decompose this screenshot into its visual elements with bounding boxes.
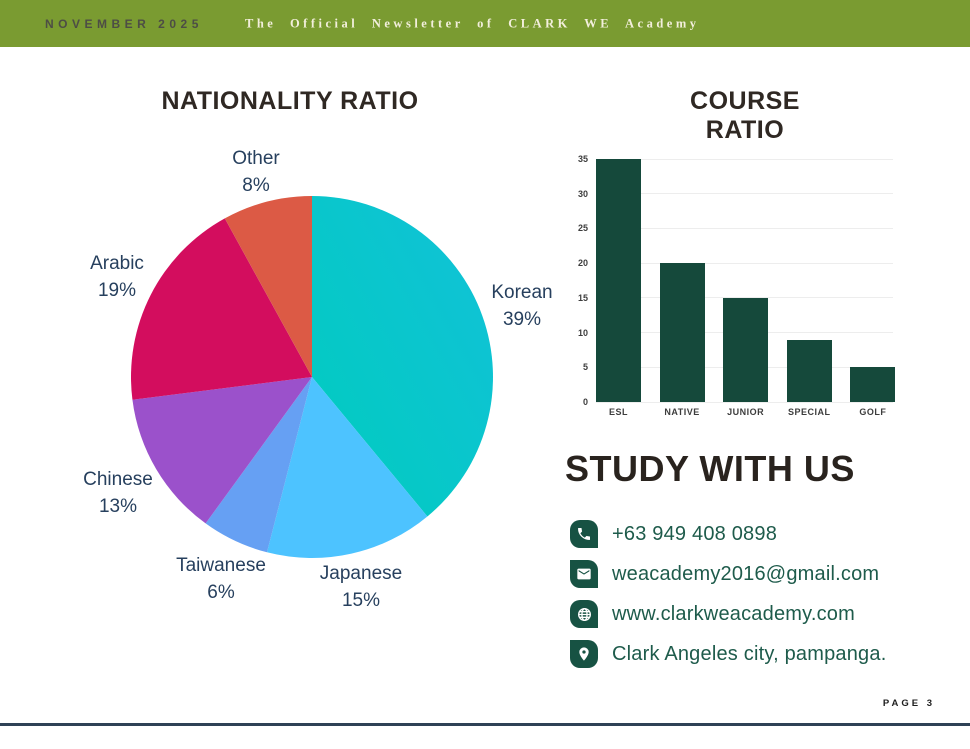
issue-date: NOVEMBER 2025 [45, 16, 203, 31]
nationality-pie-chart [131, 196, 493, 558]
contact-list: +63 949 408 0898 weacademy2016@gmail.com… [570, 520, 886, 680]
contact-row-phone[interactable]: +63 949 408 0898 [570, 520, 886, 548]
y-tick-label-10: 10 [577, 327, 588, 338]
page-number: PAGE 3 [882, 698, 935, 709]
study-heading: STUDY WITH US [565, 448, 855, 489]
gridline-y-25 [596, 227, 893, 229]
contact-website-text: www.clarkweacademy.com [612, 602, 855, 625]
newsletter-title: The Official Newsletter of CLARK WE Acad… [245, 16, 700, 30]
header-bar: NOVEMBER 2025 The Official Newsletter of… [0, 0, 970, 47]
nationality-chart-title: NATIONALITY RATIO [161, 87, 419, 115]
gridline-y-35 [596, 158, 893, 160]
contact-row-email[interactable]: weacademy2016@gmail.com [570, 560, 886, 588]
phone-icon [570, 520, 598, 548]
course-bar-chart: 0 5 10 15 20 25 30 35 ESL NATIVE JUNIOR SPECIAL GOLF [578, 154, 896, 417]
bar-special [786, 339, 832, 402]
pie-slice-label-other: Other 8% [232, 148, 280, 196]
y-tick-label-20: 20 [577, 258, 588, 269]
y-tick-label-5: 5 [582, 362, 588, 373]
gridline-y-0 [596, 401, 893, 403]
pie-slice-label-taiwanese: Taiwanese 6% [176, 555, 266, 603]
x-category-label-native: NATIVE [664, 407, 700, 417]
pie-slice-label-arabic: Arabic 19% [90, 253, 144, 301]
bar-golf [850, 367, 896, 402]
x-category-label-golf: GOLF [859, 407, 887, 417]
y-tick-label-15: 15 [577, 292, 588, 303]
x-category-label-esl: ESL [608, 407, 629, 417]
pie-slice-other [224, 196, 312, 377]
pie-slice-taiwanese [205, 377, 312, 553]
y-tick-label-0: 0 [582, 397, 588, 407]
x-category-label-junior: JUNIOR [727, 407, 765, 417]
footer-divider [0, 723, 970, 726]
pie-slice-japanese [266, 377, 428, 558]
globe-icon [570, 600, 598, 628]
x-category-label-special: SPECIAL [788, 407, 831, 417]
gridline-y-30 [596, 193, 893, 195]
bar-junior [723, 297, 769, 402]
email-icon [570, 560, 598, 588]
course-chart-title: COURSE RATIO [690, 87, 800, 144]
y-tick-label-30: 30 [577, 188, 588, 199]
contact-email-text: weacademy2016@gmail.com [612, 562, 880, 585]
pie-slice-chinese [132, 377, 312, 524]
y-tick-label-25: 25 [577, 223, 588, 234]
y-tick-label-35: 35 [577, 154, 588, 164]
contact-location-text: Clark Angeles city, pampanga. [612, 642, 887, 665]
gridline-y-20 [596, 262, 893, 264]
bar-native [659, 263, 705, 402]
pie-slice-arabic [131, 218, 312, 400]
contact-phone-text: +63 949 408 0898 [612, 522, 778, 545]
gridline-y-15 [596, 297, 893, 299]
pie-slice-label-korean: Korean 39% [491, 282, 553, 330]
bar-esl [596, 159, 641, 402]
location-pin-icon [570, 640, 598, 668]
pie-slice-label-chinese: Chinese 13% [83, 469, 153, 517]
contact-row-location[interactable]: Clark Angeles city, pampanga. [570, 640, 886, 668]
pie-slice-korean [312, 196, 493, 517]
pie-slice-label-japanese: Japanese 15% [319, 563, 403, 611]
contact-row-website[interactable]: www.clarkweacademy.com [570, 600, 886, 628]
